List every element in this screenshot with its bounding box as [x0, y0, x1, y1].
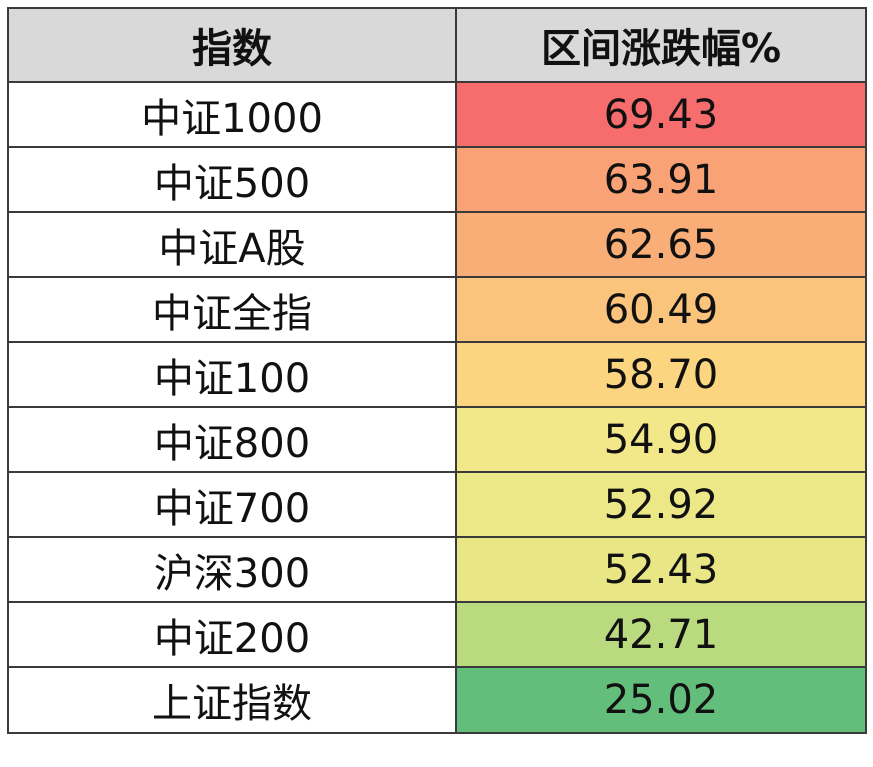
change-pct-cell: 52.92 — [455, 471, 867, 538]
index-name-cell: 中证全指 — [7, 276, 457, 343]
table-row: 中证800 54.90 — [7, 406, 867, 473]
change-pct-cell: 63.91 — [455, 146, 867, 213]
index-name-cell: 中证800 — [7, 406, 457, 473]
index-name-cell: 中证1000 — [7, 81, 457, 148]
table-row: 中证200 42.71 — [7, 601, 867, 668]
change-pct-cell: 58.70 — [455, 341, 867, 408]
index-name-cell: 中证500 — [7, 146, 457, 213]
index-name-cell: 中证200 — [7, 601, 457, 668]
index-name-cell: 中证700 — [7, 471, 457, 538]
table-row: 中证1000 69.43 — [7, 81, 867, 148]
header-row: 指数 区间涨跌幅% — [7, 7, 867, 83]
table-row: 上证指数 25.02 — [7, 666, 867, 734]
table-row: 中证500 63.91 — [7, 146, 867, 213]
table-row: 中证700 52.92 — [7, 471, 867, 538]
change-pct-cell: 60.49 — [455, 276, 867, 343]
change-pct-cell: 54.90 — [455, 406, 867, 473]
index-name-cell: 上证指数 — [7, 666, 457, 734]
table-header: 指数 区间涨跌幅% — [7, 7, 867, 83]
table-row: 中证100 58.70 — [7, 341, 867, 408]
change-pct-cell: 42.71 — [455, 601, 867, 668]
header-change-pct: 区间涨跌幅% — [455, 7, 867, 83]
index-name-cell: 沪深300 — [7, 536, 457, 603]
table-row: 沪深300 52.43 — [7, 536, 867, 603]
index-performance-table: 指数 区间涨跌幅% 中证1000 69.43 中证500 63.91 中证A股 … — [7, 7, 867, 734]
table-body: 中证1000 69.43 中证500 63.91 中证A股 62.65 中证全指… — [7, 81, 867, 734]
table-row: 中证全指 60.49 — [7, 276, 867, 343]
change-pct-cell: 25.02 — [455, 666, 867, 734]
header-index-name: 指数 — [7, 7, 457, 83]
change-pct-cell: 52.43 — [455, 536, 867, 603]
index-name-cell: 中证A股 — [7, 211, 457, 278]
index-name-cell: 中证100 — [7, 341, 457, 408]
table-row: 中证A股 62.65 — [7, 211, 867, 278]
change-pct-cell: 69.43 — [455, 81, 867, 148]
change-pct-cell: 62.65 — [455, 211, 867, 278]
